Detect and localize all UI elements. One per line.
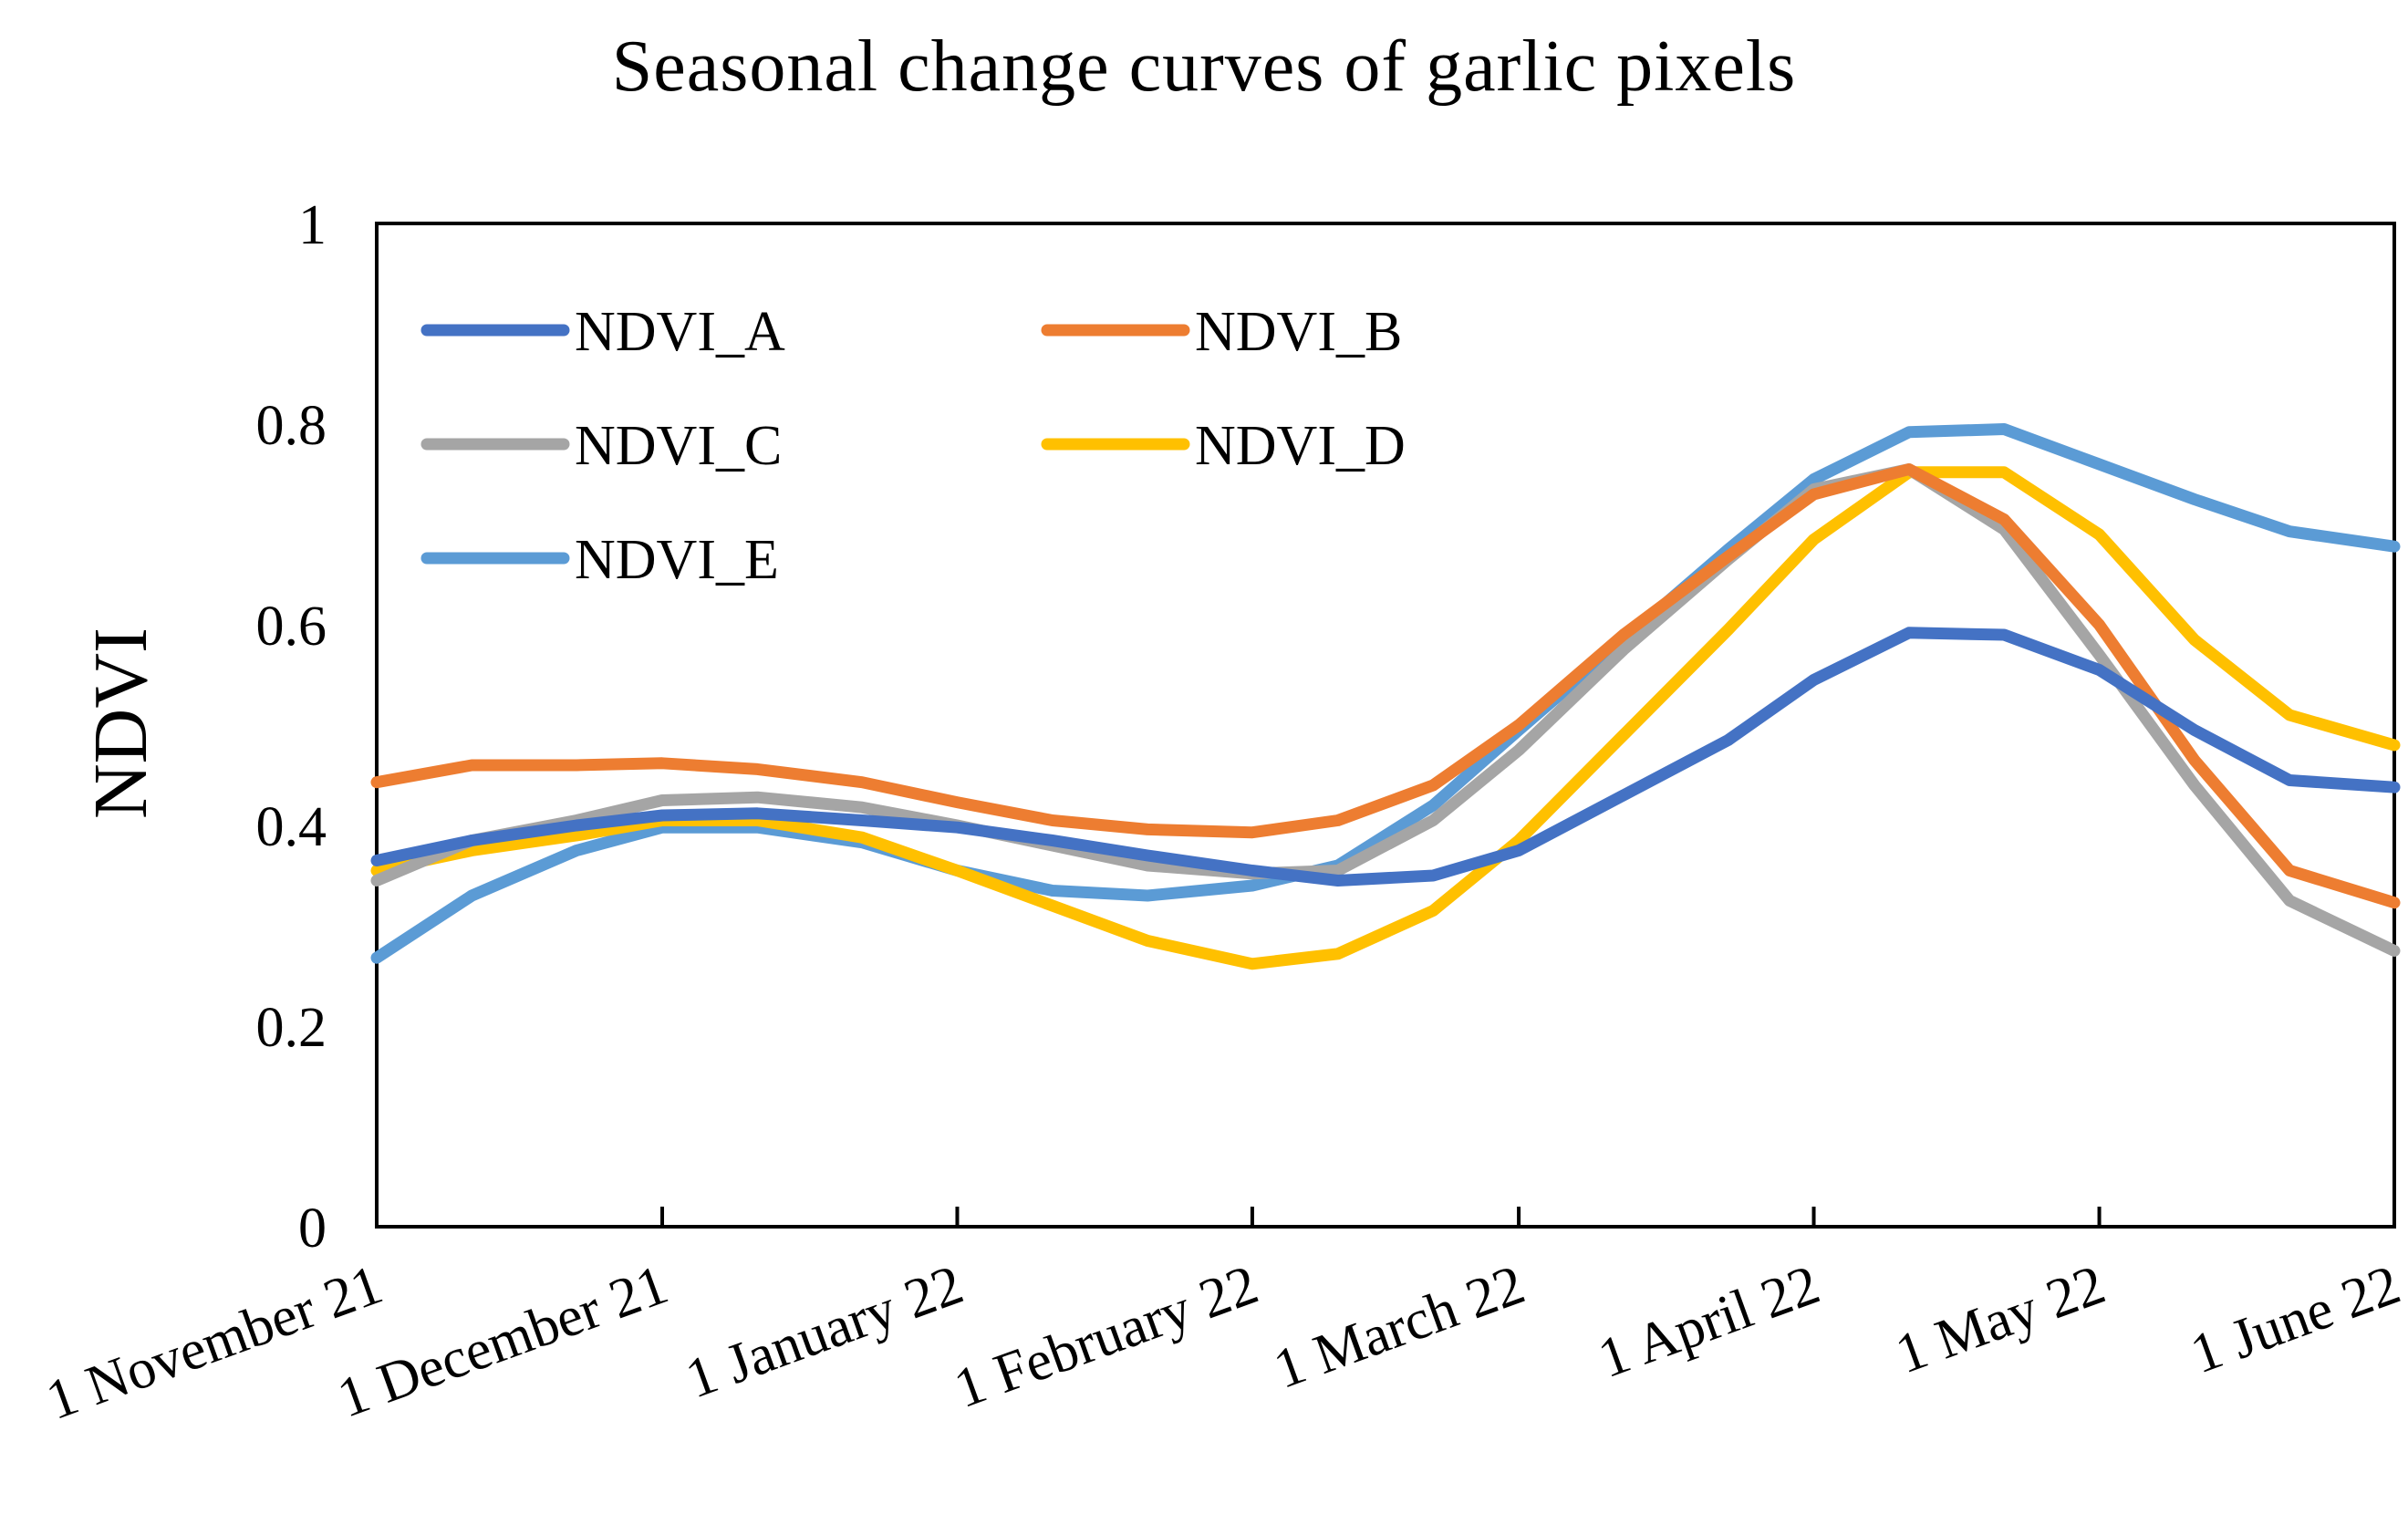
y-tick-label: 0.2	[256, 997, 327, 1059]
x-tick-label: 1 December 21	[330, 1253, 676, 1429]
legend-label-ndvi-c: NDVI_C	[575, 415, 782, 477]
series-line-ndvi-c	[370, 463, 2401, 957]
legend-label-ndvi-d: NDVI_D	[1195, 415, 1406, 477]
y-tick-label: 0.6	[256, 596, 327, 658]
series-group	[370, 423, 2401, 970]
y-tick-label: 0	[298, 1198, 327, 1260]
x-tick-label: 1 November 21	[38, 1253, 390, 1432]
chart-title: Seasonal change curves of garlic pixels	[611, 26, 1797, 107]
x-tick-label: 1 June 22	[2183, 1253, 2408, 1385]
y-tick-label: 0.8	[256, 395, 327, 457]
series-line-ndvi-e	[370, 423, 2401, 964]
plot-frame	[375, 222, 2396, 1229]
series-line-ndvi-d	[370, 466, 2401, 970]
legend: NDVI_A NDVI_B NDVI_C NDVI_D NDVI_E	[420, 301, 1406, 591]
y-tick-label: 0.4	[256, 796, 327, 858]
x-tick-label: 1 May 22	[1888, 1253, 2113, 1385]
y-tick-label: 1	[298, 194, 327, 256]
axes: 0 0.2 0.4 0.6 0.8 1 1 November 211 December 21…	[38, 194, 2408, 1432]
x-tick-label: 1 April 22	[1591, 1253, 1828, 1390]
legend-label-ndvi-b: NDVI_B	[1195, 301, 1402, 363]
legend-label-ndvi-a: NDVI_A	[575, 301, 785, 363]
series-line-ndvi-b	[370, 463, 2401, 909]
x-tick-label: 1 January 22	[678, 1253, 970, 1410]
y-axis-label: NDVI	[78, 627, 163, 819]
x-tick-label: 1 February 22	[947, 1253, 1266, 1420]
legend-label-ndvi-e: NDVI_E	[575, 529, 779, 591]
x-tick-label: 1 March 22	[1266, 1253, 1532, 1401]
series-line-ndvi-a	[370, 627, 2401, 887]
